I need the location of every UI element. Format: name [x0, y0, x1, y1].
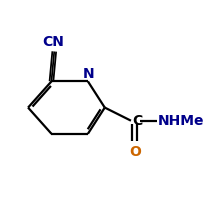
Text: CN: CN	[42, 34, 64, 49]
Text: N: N	[83, 66, 95, 80]
Text: O: O	[129, 144, 141, 158]
Text: C: C	[132, 113, 142, 127]
Text: NHMe: NHMe	[158, 113, 205, 127]
